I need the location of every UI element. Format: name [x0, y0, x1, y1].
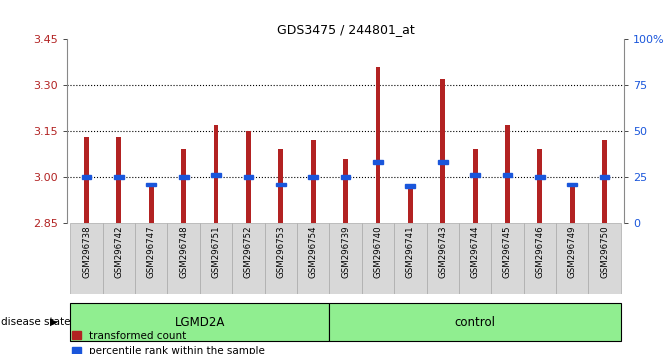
Bar [149, 186, 154, 223]
Bar [568, 183, 577, 186]
Bar [181, 149, 186, 223]
Bar [329, 223, 362, 294]
Text: control: control [454, 316, 496, 329]
Bar [82, 175, 91, 179]
Text: GSM296753: GSM296753 [276, 225, 285, 278]
Bar [373, 160, 382, 164]
Bar [213, 125, 219, 223]
Bar [135, 223, 168, 294]
Text: GSM296746: GSM296746 [535, 225, 544, 278]
Bar [505, 125, 510, 223]
Bar [178, 175, 189, 179]
Text: GSM296752: GSM296752 [244, 225, 253, 278]
Title: GDS3475 / 244801_at: GDS3475 / 244801_at [276, 23, 415, 36]
Text: GSM296743: GSM296743 [438, 225, 447, 278]
Bar [311, 140, 315, 223]
Bar [556, 223, 588, 294]
Bar [408, 186, 413, 223]
FancyBboxPatch shape [70, 303, 329, 341]
Text: GSM296754: GSM296754 [309, 225, 317, 278]
Bar [70, 223, 103, 294]
Text: GSM296745: GSM296745 [503, 225, 512, 278]
Bar [535, 175, 545, 179]
Bar [343, 159, 348, 223]
Text: GSM296747: GSM296747 [147, 225, 156, 278]
Bar [264, 223, 297, 294]
Bar [117, 137, 121, 223]
Text: GSM296740: GSM296740 [374, 225, 382, 278]
Bar [146, 183, 156, 186]
Bar [278, 149, 283, 223]
Bar [168, 223, 200, 294]
Bar [341, 175, 350, 179]
FancyBboxPatch shape [329, 303, 621, 341]
Bar [600, 175, 609, 179]
Bar [438, 160, 448, 164]
Text: GSM296748: GSM296748 [179, 225, 188, 278]
Bar [376, 67, 380, 223]
Bar [470, 173, 480, 177]
Bar [394, 223, 427, 294]
Bar [570, 186, 574, 223]
Text: GSM296738: GSM296738 [82, 225, 91, 278]
Text: GSM296750: GSM296750 [600, 225, 609, 278]
Bar [459, 223, 491, 294]
Bar [440, 79, 445, 223]
Bar [503, 173, 513, 177]
Bar [523, 223, 556, 294]
Text: GSM296749: GSM296749 [568, 225, 576, 278]
Bar [232, 223, 264, 294]
Text: GSM296741: GSM296741 [406, 225, 415, 278]
Bar [297, 223, 329, 294]
Bar [537, 149, 542, 223]
Bar [491, 223, 523, 294]
Bar [211, 173, 221, 177]
Text: GSM296744: GSM296744 [470, 225, 480, 278]
Text: GSM296751: GSM296751 [211, 225, 221, 278]
Bar [114, 175, 123, 179]
Text: ▶: ▶ [50, 317, 58, 327]
Bar [84, 137, 89, 223]
Bar [588, 223, 621, 294]
Bar [362, 223, 394, 294]
Bar [427, 223, 459, 294]
Text: LGMD2A: LGMD2A [174, 316, 225, 329]
Bar [405, 184, 415, 188]
Bar [103, 223, 135, 294]
Bar [244, 175, 253, 179]
Text: GSM296742: GSM296742 [115, 225, 123, 278]
Bar [200, 223, 232, 294]
Text: GSM296739: GSM296739 [341, 225, 350, 278]
Bar [276, 183, 286, 186]
Bar [472, 149, 478, 223]
Bar [246, 131, 251, 223]
Bar [309, 175, 318, 179]
Text: disease state: disease state [1, 317, 71, 327]
Bar [602, 140, 607, 223]
Legend: transformed count, percentile rank within the sample: transformed count, percentile rank withi… [72, 331, 265, 354]
